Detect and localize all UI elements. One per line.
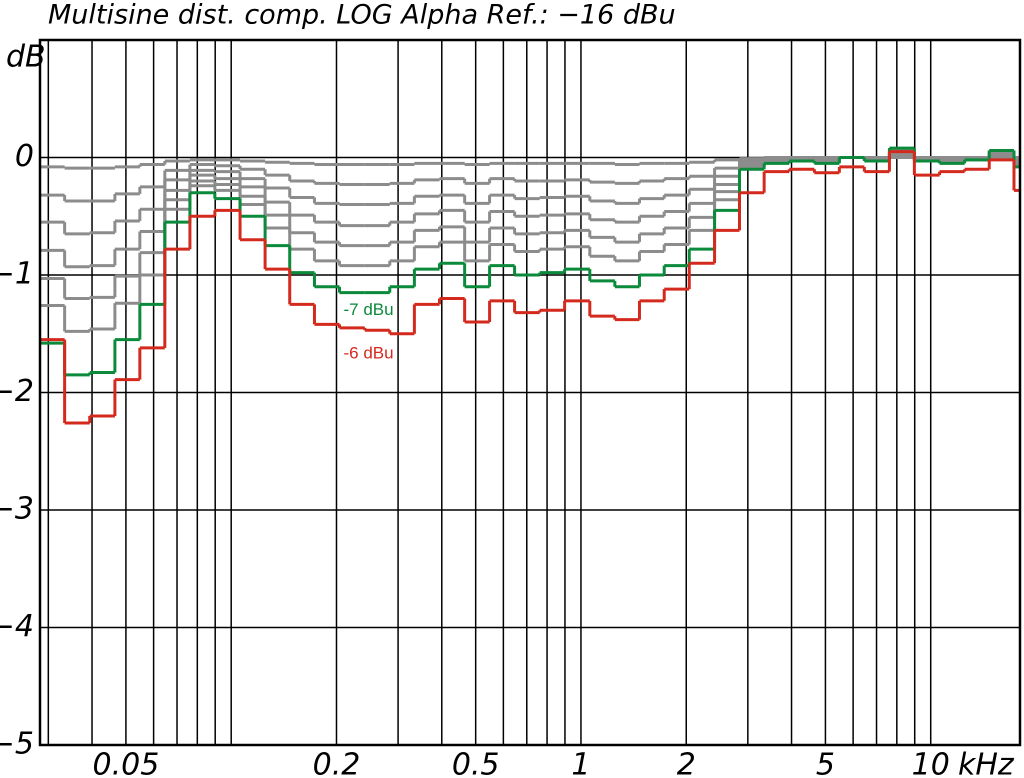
x-tick-label: 0.05 bbox=[93, 748, 160, 778]
y-tick-label: −3 bbox=[0, 492, 34, 527]
x-tick-label: 2 bbox=[677, 748, 696, 778]
y-tick-label: −2 bbox=[0, 374, 34, 409]
y-tick-label: −5 bbox=[0, 727, 34, 762]
y-tick-label: −4 bbox=[0, 609, 34, 644]
chart-title: Multisine dist. comp. LOG Alpha Ref.: −1… bbox=[48, 0, 676, 31]
series-label: -7 dBu bbox=[344, 300, 394, 319]
plot-frame bbox=[38, 38, 1022, 747]
series bbox=[40, 150, 1020, 425]
series-label: -6 dBu bbox=[344, 343, 394, 362]
series bbox=[40, 148, 1020, 333]
y-tick-label: −1 bbox=[0, 257, 34, 292]
x-tick-label: 1 bbox=[571, 748, 590, 778]
x-axis-label: kHz bbox=[958, 748, 1015, 778]
x-tick-label: 0.2 bbox=[313, 748, 361, 778]
x-tick-label: 5 bbox=[816, 748, 835, 778]
x-tick-label: 0.5 bbox=[452, 748, 500, 778]
y-tick-label: 0 bbox=[15, 139, 34, 174]
x-tick-label: 10 bbox=[912, 748, 950, 778]
